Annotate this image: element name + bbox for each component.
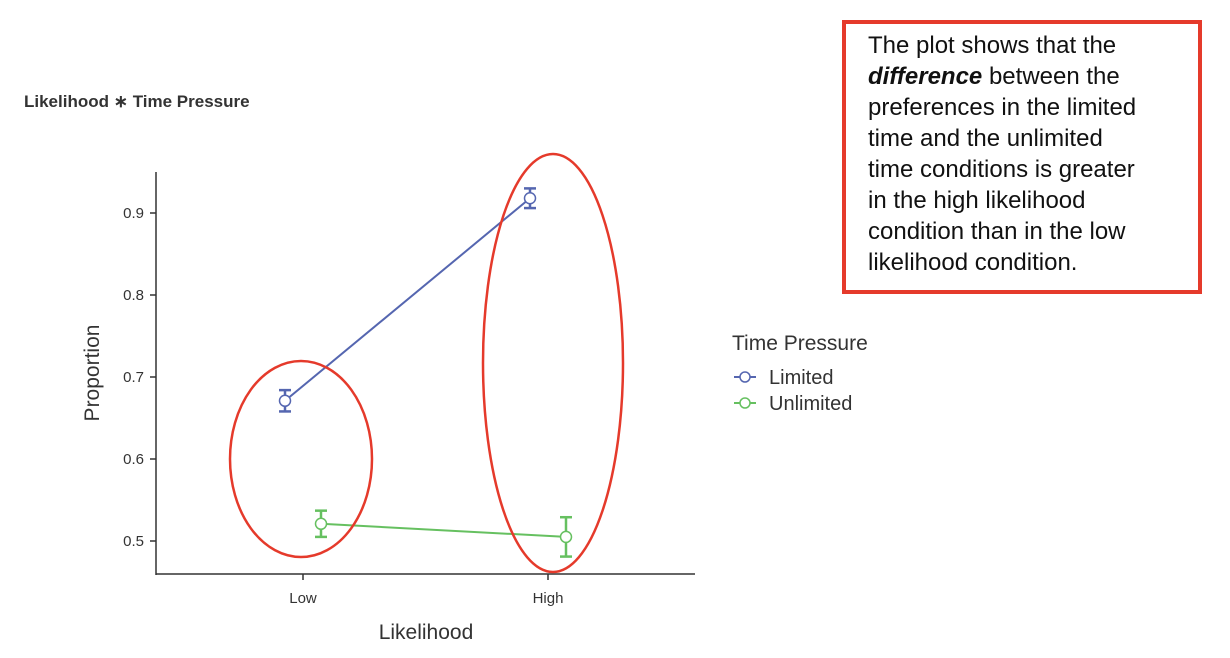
note-line: likelihood condition. [868,249,1078,276]
x-tick-label: High [533,590,564,607]
annotation-ellipse-low [228,359,374,559]
data-point-unlimited [559,530,573,544]
y-tick-label: 0.6 [123,451,144,468]
y-axis-label: Proportion [81,325,104,422]
note-text: between the [982,63,1120,90]
y-tick-label: 0.7 [123,369,144,386]
x-tick-label: Low [289,590,317,607]
series-line-limited [284,197,531,402]
note-line: time and the unlimited [868,125,1103,152]
note-line: time conditions is greater [868,156,1135,183]
note-line: condition than in the low [868,218,1126,245]
note-emphasis: difference [868,63,983,90]
legend-label-unlimited: Unlimited [769,393,852,415]
chart-title: Likelihood ∗ Time Pressure [24,92,250,111]
legend-title: Time Pressure [732,332,868,355]
legend-marker-icon [739,397,751,409]
data-point-limited [523,191,537,205]
data-point-unlimited [314,517,328,531]
y-tick-label: 0.8 [123,287,144,304]
note-line: preferences in the limited [868,94,1137,121]
x-axis-label: Likelihood [379,621,474,644]
series-line-unlimited [320,522,567,538]
y-tick-label: 0.5 [123,533,144,550]
legend-marker-icon [739,371,751,383]
legend-label-limited: Limited [769,367,833,389]
note-line: difference between the [868,63,1120,91]
data-point-limited [278,394,292,408]
annotation-ellipse-high [481,152,625,574]
note-line: in the high likelihood [868,187,1086,214]
note-line: The plot shows that the [868,32,1117,59]
y-tick-label: 0.9 [123,205,144,222]
annotation-note: The plot shows that the difference betwee… [842,20,1202,294]
